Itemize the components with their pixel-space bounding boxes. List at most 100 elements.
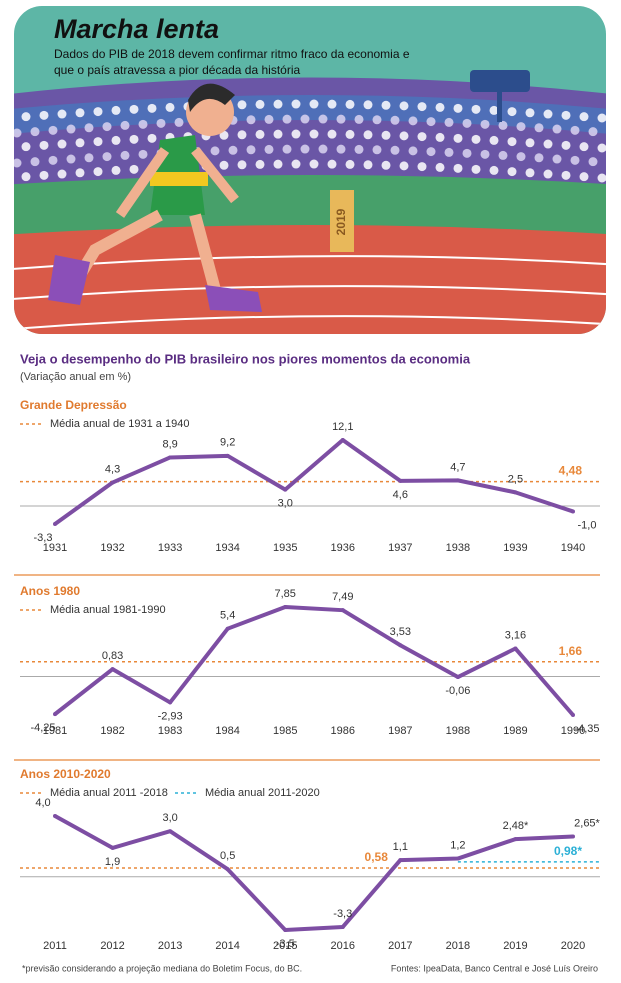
- crowd-dot: [300, 144, 310, 154]
- crowd-dot: [138, 149, 148, 159]
- value-label: 3,53: [390, 626, 411, 638]
- crowd-dot: [597, 143, 606, 153]
- crowd-dot: [390, 145, 400, 155]
- value-label: -4,25: [30, 722, 55, 734]
- crowd-dot: [255, 159, 265, 169]
- crowd-dot: [552, 124, 562, 134]
- title: Marcha lenta: [54, 14, 220, 44]
- value-label: 2,48*: [503, 820, 529, 832]
- crowd-dot: [597, 113, 606, 123]
- crowd-dot: [102, 122, 112, 132]
- average-label: 1,66: [559, 644, 583, 658]
- crowd-dot: [282, 114, 292, 124]
- crowd-dot: [534, 153, 544, 163]
- x-tick-label: 1938: [446, 542, 470, 554]
- crowd-dot: [14, 128, 22, 138]
- point: [110, 845, 115, 850]
- value-label: 1,2: [450, 839, 465, 851]
- crowd-dot: [381, 130, 391, 140]
- crowd-dot: [14, 158, 22, 168]
- crowd-dot: [210, 146, 220, 156]
- crowd-dot: [498, 150, 508, 160]
- x-tick-label: 2014: [215, 940, 239, 952]
- crowd-dot: [507, 167, 517, 177]
- value-label: 4,7: [450, 461, 465, 473]
- crowd-dot: [345, 159, 355, 169]
- point: [571, 834, 575, 839]
- point: [398, 478, 403, 483]
- crowd-dot: [417, 162, 427, 172]
- crowd-dot: [354, 114, 364, 124]
- crowd-dot: [462, 148, 472, 158]
- crowd-dot: [75, 138, 85, 148]
- crowd-dot: [48, 125, 58, 135]
- crowd-dot: [561, 140, 571, 150]
- average-label: 0,58: [365, 850, 389, 864]
- crowd-dot: [111, 105, 121, 115]
- value-label: 4,3: [105, 463, 120, 475]
- crowd-dot: [480, 149, 490, 159]
- crowd-dot: [48, 155, 58, 165]
- gdp-line: [53, 438, 574, 526]
- crowd-dot: [309, 159, 319, 169]
- crowd-dot: [327, 129, 337, 139]
- crowd-dot: [417, 132, 427, 142]
- footnote: *previsão considerando a projeção median…: [22, 963, 302, 973]
- crowd-dot: [120, 120, 130, 130]
- crowd-dot: [39, 170, 49, 180]
- crowd-dot: [246, 145, 256, 155]
- chart-title: Anos 2010-2020: [20, 767, 111, 781]
- crowd-dot: [129, 104, 139, 114]
- crowd-dot: [21, 112, 31, 122]
- x-tick-label: 2015: [273, 940, 297, 952]
- crowd-dot: [4, 114, 13, 123]
- point: [513, 646, 518, 651]
- crowd-dot: [147, 133, 157, 143]
- floodlight-pole: [497, 92, 502, 122]
- point: [513, 837, 518, 842]
- crowd-dot: [264, 114, 274, 124]
- point: [283, 487, 288, 492]
- crowd-dot: [363, 100, 373, 110]
- value-label: 0,83: [102, 650, 123, 662]
- value-label: -1,0: [578, 519, 597, 531]
- x-tick-label: 1981: [43, 725, 67, 737]
- crowd-dot: [273, 129, 283, 139]
- crowd-dot: [228, 145, 238, 155]
- chart-title: Anos 1980: [20, 584, 80, 598]
- crowd-dot: [453, 163, 463, 173]
- crowd-dot: [345, 129, 355, 139]
- crowd-dot: [66, 124, 76, 134]
- crowd-dot: [57, 109, 67, 119]
- x-tick-label: 2019: [503, 940, 527, 952]
- crowd-dot: [309, 129, 319, 139]
- crowd-dot: [174, 117, 184, 127]
- point: [571, 509, 575, 514]
- legend-label: Média anual 2011 -2018: [50, 787, 168, 799]
- crowd-dot: [516, 152, 526, 162]
- value-label: 2,5: [508, 473, 523, 485]
- crowd-dot: [120, 150, 130, 160]
- value-label: 7,85: [275, 588, 296, 600]
- crowd-dot: [111, 135, 121, 145]
- crowd-dot: [489, 165, 499, 175]
- crowd-dot: [30, 127, 40, 137]
- crowd-dot: [525, 138, 535, 148]
- value-label: 0,5: [220, 850, 235, 862]
- x-tick-label: 1932: [100, 542, 124, 554]
- crowd-dot: [219, 160, 229, 170]
- crowd-dot: [264, 144, 274, 154]
- point: [168, 700, 173, 705]
- point: [110, 667, 115, 672]
- crowd-dot: [453, 103, 463, 113]
- point: [455, 675, 460, 680]
- crowd-dot: [21, 172, 31, 182]
- average-label: 4,48: [559, 464, 583, 478]
- value-label: 1,1: [393, 841, 408, 853]
- crowd-dot: [372, 145, 382, 155]
- value-label: 5,4: [220, 610, 235, 622]
- crowd-dot: [237, 130, 247, 140]
- value-label: -3,3: [333, 908, 352, 920]
- point: [225, 626, 230, 631]
